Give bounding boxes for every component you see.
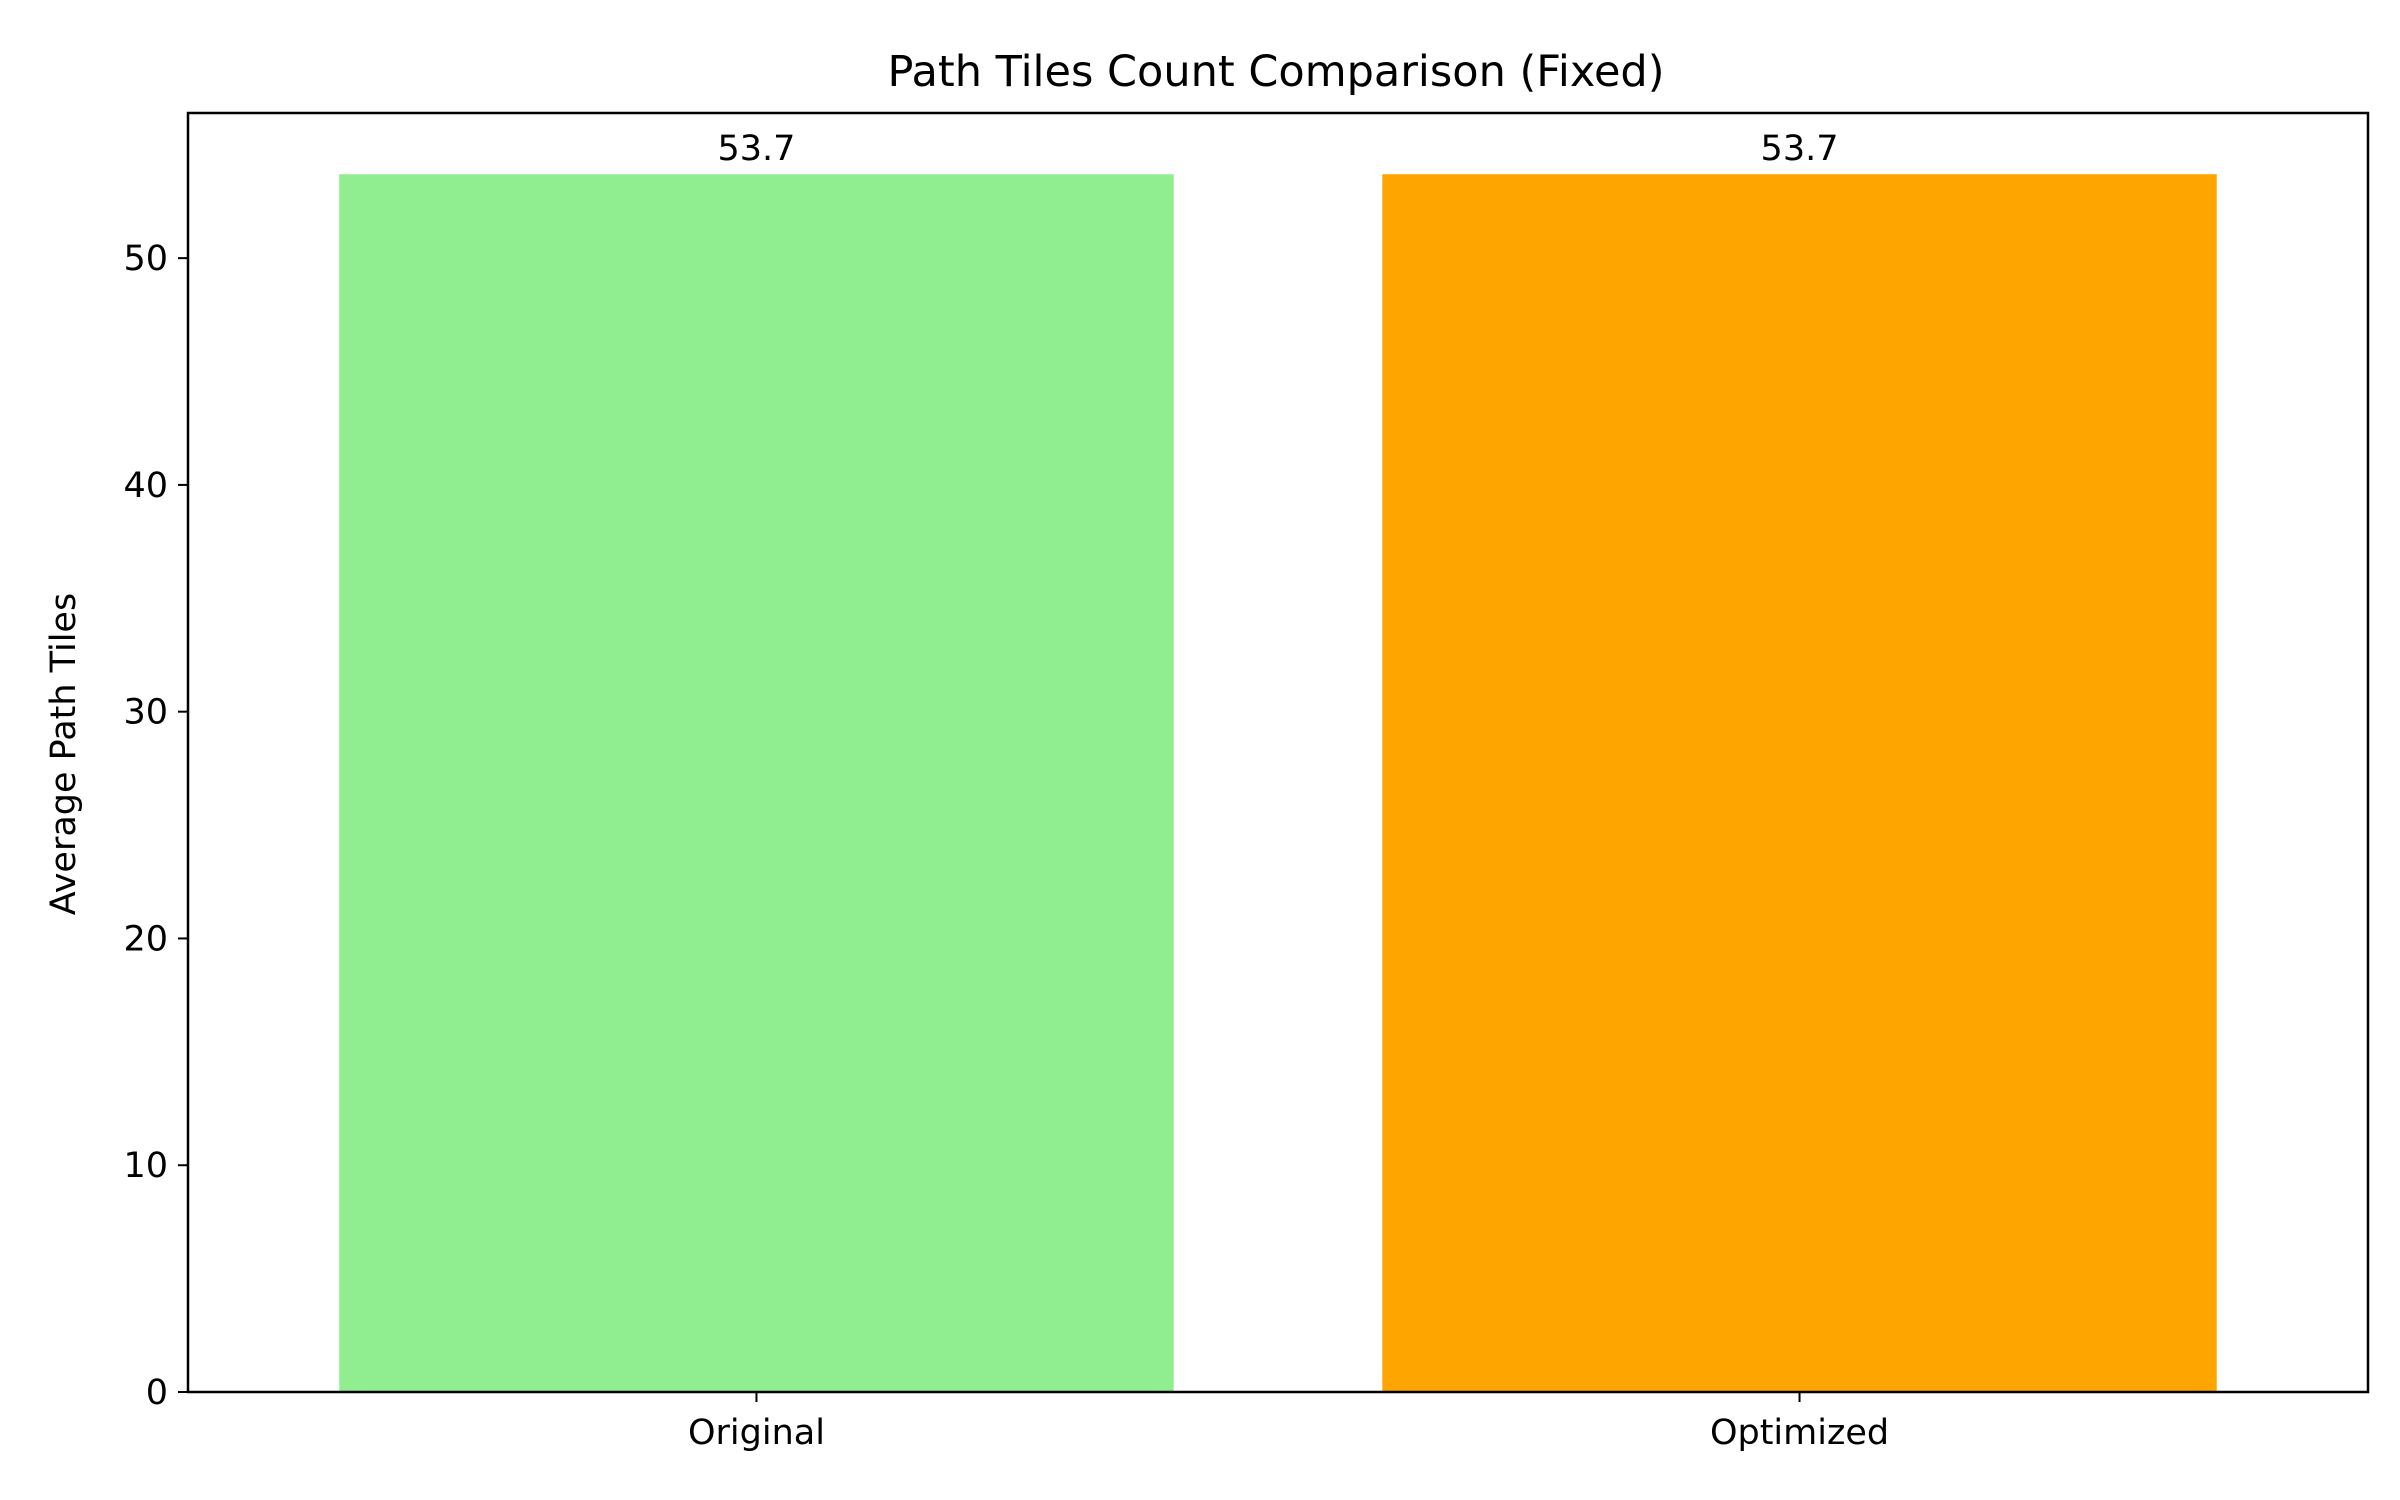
y-axis-ticks: 0 10 20 30 40 50 (123, 239, 188, 1413)
bar-optimized (1382, 174, 2217, 1392)
y-tick-label: 20 (123, 919, 168, 959)
y-tick-label: 30 (123, 693, 168, 733)
bars-layer (339, 174, 2217, 1392)
y-axis-label: Average Path Tiles (44, 593, 84, 915)
x-tick-label: Optimized (1710, 1413, 1889, 1453)
bar-value-labels: 53.7 53.7 (718, 129, 1839, 169)
bar-value-label: 53.7 (1761, 129, 1839, 169)
y-tick-label: 50 (123, 239, 168, 279)
y-tick-label: 40 (123, 466, 168, 506)
x-axis-ticks: Original Optimized (688, 1392, 1889, 1453)
x-tick-label: Original (688, 1413, 825, 1453)
plot-area-frame (186, 111, 2370, 1394)
y-tick-label: 0 (146, 1373, 168, 1413)
bar-value-label: 53.7 (718, 129, 796, 169)
y-tick-label: 10 (123, 1146, 168, 1186)
chart-title: Path Tiles Count Comparison (Fixed) (888, 47, 1665, 97)
bar-original (339, 174, 1174, 1392)
